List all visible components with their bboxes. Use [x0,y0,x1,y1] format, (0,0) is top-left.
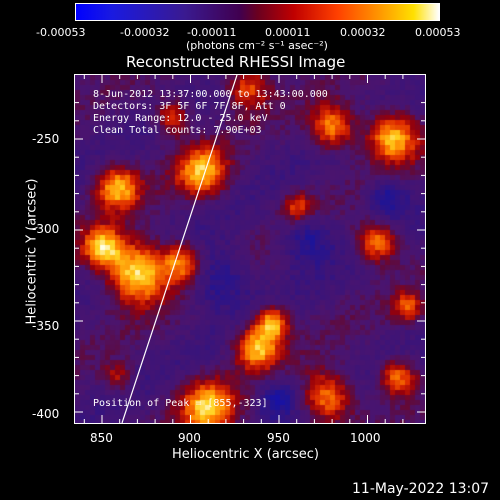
y-tick-label: -300 [32,222,60,236]
colorbar-tick-label: 0.00053 [415,26,461,39]
colorbar [75,3,440,21]
annotation-peak-position: Position of Peak = [855,-323] [93,398,268,409]
colorbar-units-label: (photons cm⁻² s⁻¹ asec⁻²) [186,39,328,52]
x-tick-label: 1000 [350,431,381,445]
footer-timestamp: 11-May-2022 13:07 [352,481,490,497]
plot-title: Reconstructed RHESSI Image [126,53,346,71]
annotation-clean-counts: Clean Total counts: 7.90E+03 [93,125,262,136]
y-tick-label: -350 [32,319,60,333]
annotation-energy-range: Energy Range: 12.0 - 25.0 keV [93,113,268,124]
y-tick-label: -400 [32,407,60,421]
x-tick-label: 950 [267,431,290,445]
x-axis-label: Heliocentric X (arcsec) [172,447,319,462]
colorbar-tick-label: 0.00011 [265,26,311,39]
colorbar-tick-label: -0.00011 [187,26,237,39]
annotation-detectors: Detectors: 3F 5F 6F 7F 8F, Att 0 [93,101,286,112]
x-tick-label: 850 [90,431,113,445]
y-tick-label: -250 [32,132,60,146]
colorbar-tick-label: -0.00053 [36,26,86,39]
image-plot-area: 8-Jun-2012 13:37:00.000 to 13:43:00.000 … [74,74,426,424]
colorbar-tick-label: 0.00032 [340,26,386,39]
x-tick-label: 900 [178,431,201,445]
colorbar-tick-label: -0.00032 [120,26,170,39]
y-axis-label: Heliocentric Y (arcsec) [24,178,40,325]
annotation-time-range: 8-Jun-2012 13:37:00.000 to 13:43:00.000 [93,89,328,100]
